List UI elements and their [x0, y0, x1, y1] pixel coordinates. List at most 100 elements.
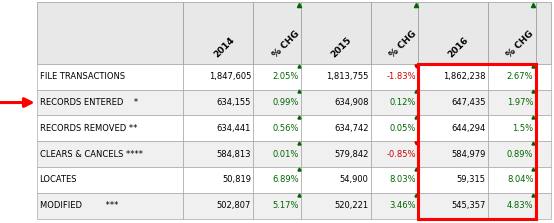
Text: 584,813: 584,813: [217, 150, 251, 159]
Bar: [183, 2, 253, 64]
Text: 2014: 2014: [212, 35, 236, 59]
Bar: [418, 64, 536, 219]
Bar: [253, 90, 301, 116]
Bar: [183, 90, 253, 116]
Bar: [418, 2, 488, 64]
Bar: [253, 141, 301, 167]
Bar: [38, 167, 183, 193]
Bar: [371, 167, 418, 193]
Text: 0.99%: 0.99%: [272, 98, 299, 107]
Bar: [536, 167, 551, 193]
Text: 0.05%: 0.05%: [389, 124, 416, 133]
Text: 1.5%: 1.5%: [512, 124, 534, 133]
Bar: [301, 116, 371, 141]
Text: % CHG: % CHG: [505, 29, 536, 59]
Bar: [38, 141, 183, 167]
Bar: [418, 167, 488, 193]
Bar: [371, 64, 418, 90]
Text: RECORDS ENTERED    *: RECORDS ENTERED *: [39, 98, 137, 107]
Text: 50,819: 50,819: [222, 175, 251, 184]
Bar: [536, 64, 551, 90]
Text: % CHG: % CHG: [270, 29, 301, 59]
Text: 647,435: 647,435: [452, 98, 486, 107]
Bar: [371, 193, 418, 219]
Bar: [418, 64, 488, 90]
Text: 634,155: 634,155: [217, 98, 251, 107]
Bar: [488, 64, 536, 90]
Bar: [488, 193, 536, 219]
Bar: [253, 116, 301, 141]
Bar: [536, 141, 551, 167]
Text: LOCATES: LOCATES: [39, 175, 77, 184]
Text: 520,221: 520,221: [334, 201, 368, 210]
Text: 644,294: 644,294: [452, 124, 486, 133]
Text: -1.83%: -1.83%: [387, 72, 416, 81]
Text: 634,742: 634,742: [334, 124, 368, 133]
Bar: [301, 141, 371, 167]
Text: 634,441: 634,441: [217, 124, 251, 133]
Text: 8.04%: 8.04%: [507, 175, 534, 184]
Text: 59,315: 59,315: [457, 175, 486, 184]
Bar: [488, 116, 536, 141]
Bar: [38, 2, 183, 64]
Text: 8.03%: 8.03%: [389, 175, 416, 184]
Bar: [183, 193, 253, 219]
Text: 2.05%: 2.05%: [272, 72, 299, 81]
Text: 0.01%: 0.01%: [272, 150, 299, 159]
Bar: [301, 2, 371, 64]
Text: 1,813,755: 1,813,755: [326, 72, 368, 81]
Text: 4.83%: 4.83%: [507, 201, 534, 210]
Bar: [38, 116, 183, 141]
Bar: [418, 141, 488, 167]
Bar: [418, 90, 488, 116]
Bar: [253, 167, 301, 193]
Bar: [536, 90, 551, 116]
Text: 6.89%: 6.89%: [272, 175, 299, 184]
Bar: [301, 90, 371, 116]
Bar: [371, 90, 418, 116]
Bar: [183, 167, 253, 193]
Bar: [371, 141, 418, 167]
Text: 54,900: 54,900: [340, 175, 368, 184]
Bar: [301, 193, 371, 219]
Text: % CHG: % CHG: [388, 29, 418, 59]
Text: 1,862,238: 1,862,238: [443, 72, 486, 81]
Text: 0.12%: 0.12%: [389, 98, 416, 107]
Bar: [418, 193, 488, 219]
Text: 0.89%: 0.89%: [507, 150, 534, 159]
Text: 634,908: 634,908: [334, 98, 368, 107]
Text: CLEARS & CANCELS ****: CLEARS & CANCELS ****: [39, 150, 142, 159]
Bar: [371, 2, 418, 64]
Bar: [38, 193, 183, 219]
Text: 2016: 2016: [447, 35, 471, 59]
Bar: [488, 141, 536, 167]
Bar: [253, 2, 301, 64]
Bar: [301, 64, 371, 90]
Bar: [536, 193, 551, 219]
Bar: [183, 116, 253, 141]
Text: -0.85%: -0.85%: [387, 150, 416, 159]
Text: 0.56%: 0.56%: [272, 124, 299, 133]
Text: 2.67%: 2.67%: [507, 72, 534, 81]
Bar: [253, 193, 301, 219]
Bar: [38, 90, 183, 116]
Text: 545,357: 545,357: [452, 201, 486, 210]
Bar: [488, 167, 536, 193]
Bar: [38, 64, 183, 90]
Text: 2015: 2015: [329, 35, 353, 59]
Text: MODIFIED         ***: MODIFIED ***: [39, 201, 118, 210]
Bar: [253, 64, 301, 90]
Text: 579,842: 579,842: [334, 150, 368, 159]
Text: 5.17%: 5.17%: [272, 201, 299, 210]
Text: 3.46%: 3.46%: [389, 201, 416, 210]
Bar: [183, 141, 253, 167]
Bar: [488, 2, 536, 64]
Text: 584,979: 584,979: [452, 150, 486, 159]
Text: 1,847,605: 1,847,605: [209, 72, 251, 81]
Text: 1.97%: 1.97%: [507, 98, 534, 107]
Bar: [371, 116, 418, 141]
Bar: [536, 2, 551, 64]
Text: 502,807: 502,807: [217, 201, 251, 210]
Text: RECORDS REMOVED **: RECORDS REMOVED **: [39, 124, 137, 133]
Text: FILE TRANSACTIONS: FILE TRANSACTIONS: [39, 72, 125, 81]
